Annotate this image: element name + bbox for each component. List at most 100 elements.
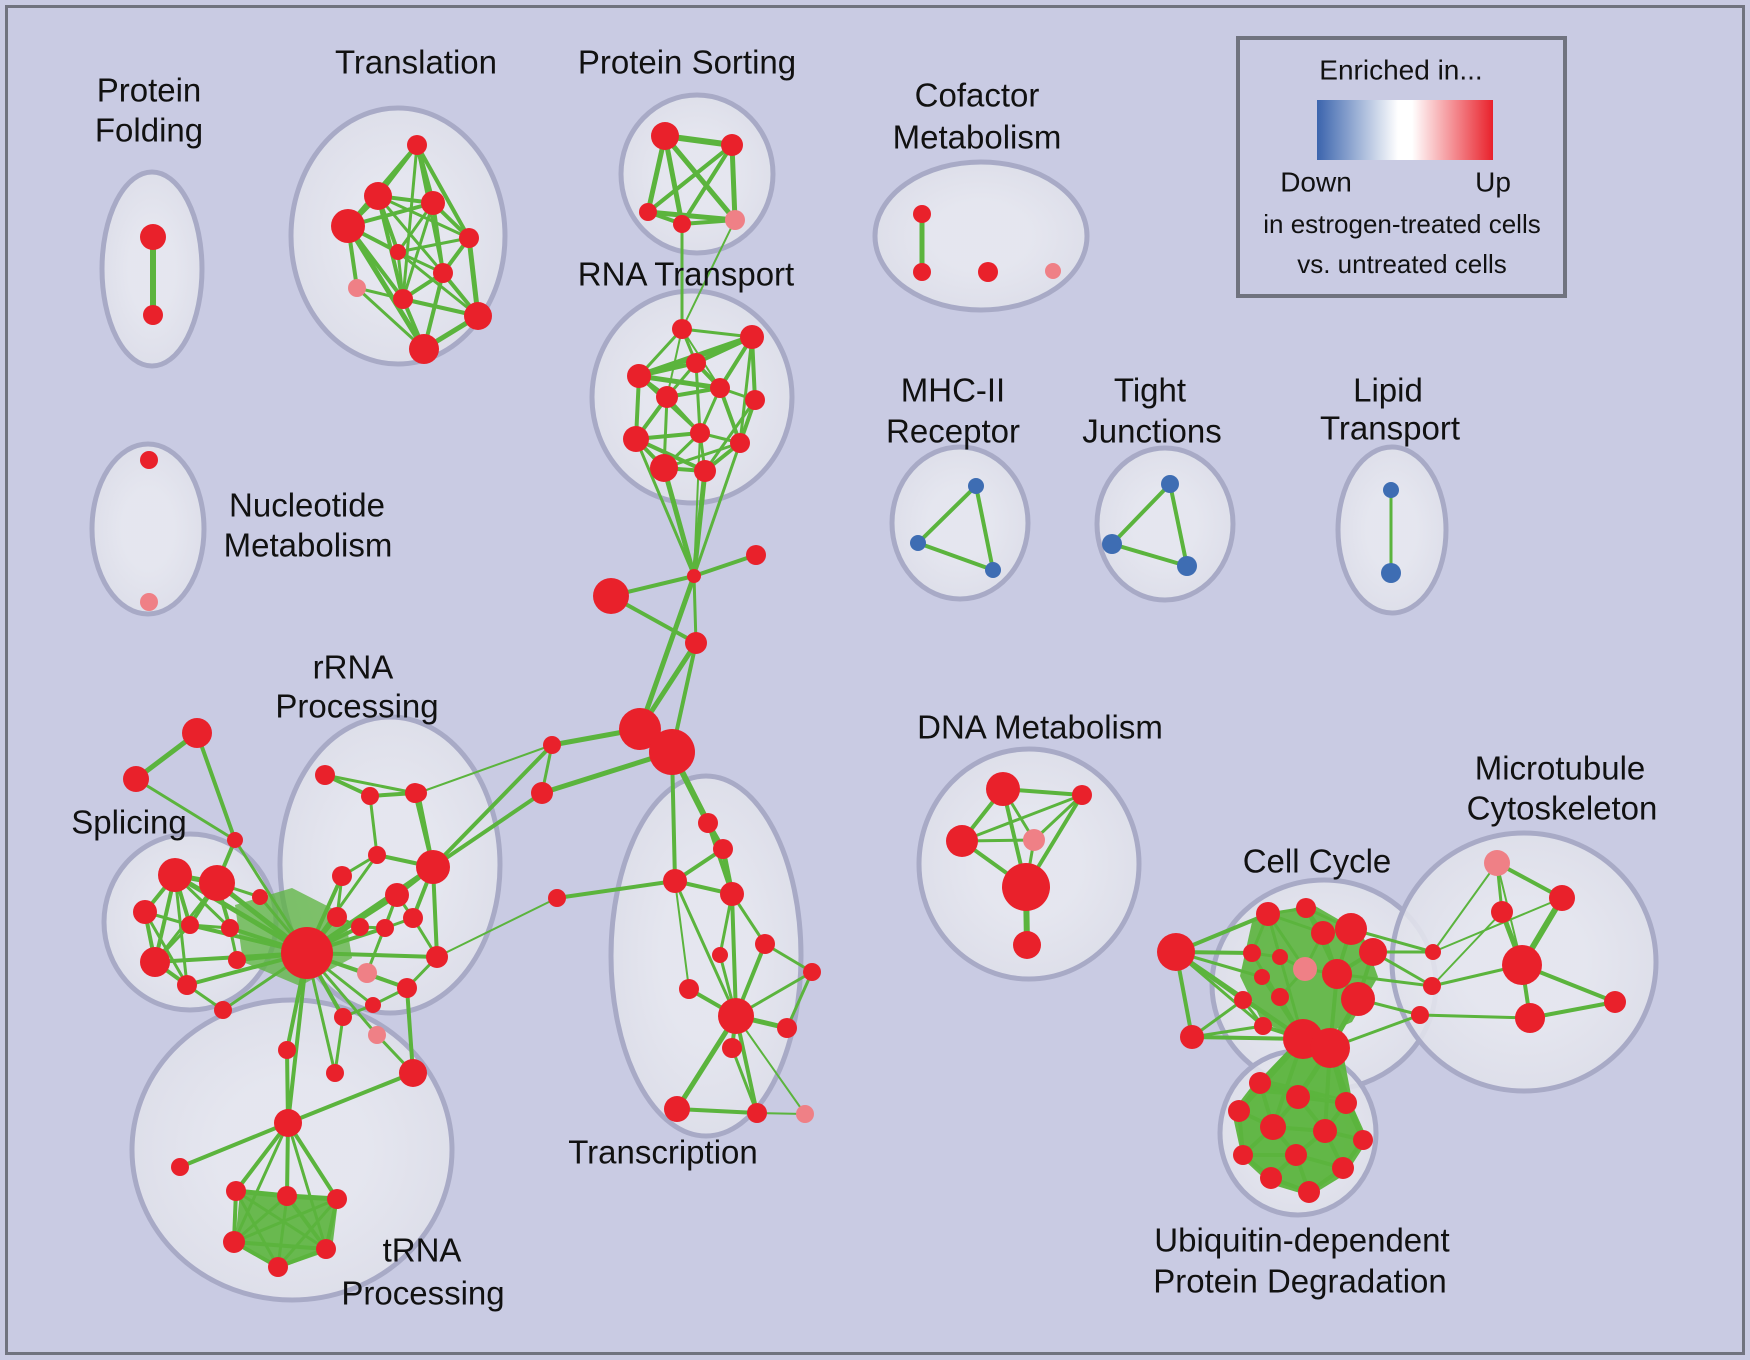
cluster-ubiquitin-dependent-protein-degradation-label: Ubiquitin-dependent (1154, 1222, 1449, 1259)
edge-ps2-ps3 (646, 143, 734, 214)
network-node-rr7 (385, 883, 409, 907)
network-node-conn3 (1411, 1006, 1429, 1024)
network-node-tri3 (227, 832, 243, 848)
cluster-cell-cycle-label: Cell Cycle (1243, 843, 1392, 880)
edge-tr5-tr6 (232, 1240, 328, 1251)
cluster-trna-processing-label: Processing (341, 1275, 504, 1312)
network-node-dm4 (1023, 829, 1045, 851)
network-node-hub1 (619, 708, 661, 750)
cluster-nucleotide-metabolism-ellipse (89, 441, 207, 617)
network-node-ub8 (1233, 1145, 1253, 1165)
network-node-sp4 (181, 916, 199, 934)
network-node-sp7 (177, 975, 197, 995)
network-node-tx11 (722, 1038, 742, 1058)
edge-t1-t9 (401, 143, 419, 301)
edge-mt3-conn2 (1431, 911, 1503, 987)
edge-tj1-tj2 (1110, 482, 1172, 546)
cluster-tight-junctions-label: Tight (1114, 372, 1186, 409)
edge-tr0-tr6 (286, 1121, 328, 1251)
cluster-tight-junctions-label: Junctions (1082, 413, 1221, 450)
figure-frame (5, 5, 1745, 1355)
network-node-tj1 (1161, 475, 1179, 493)
network-node-cc1 (1256, 902, 1280, 926)
network-node-sa (543, 736, 561, 754)
edge-ps1-ps4 (662, 133, 685, 227)
legend-box (1236, 36, 1567, 298)
network-node-sp3 (133, 900, 157, 924)
network-node-t4 (331, 209, 365, 243)
network-node-rr3 (405, 783, 425, 803)
edge-rr16-rr19 (333, 1015, 345, 1075)
network-node-sp8 (228, 951, 246, 969)
network-node-tr4 (327, 1189, 347, 1209)
network-node-mh1 (968, 478, 984, 494)
network-node-tx7 (712, 947, 728, 963)
network-node-tx1 (698, 813, 718, 833)
network-node-b1 (593, 578, 629, 614)
network-node-ub7 (1353, 1130, 1373, 1150)
edge-tx9-tx14 (735, 1015, 806, 1115)
network-node-rr9 (351, 918, 369, 936)
cluster-rrna-processing-label: Processing (275, 688, 438, 725)
edge-tr3-tr7 (276, 1194, 289, 1269)
network-node-mt4 (1502, 945, 1542, 985)
network-node-dm1 (986, 772, 1020, 806)
network-node-dm6 (1013, 931, 1041, 959)
edge-mh1-mh3 (974, 484, 995, 572)
network-node-rt3 (686, 353, 706, 373)
network-node-rt2 (740, 325, 764, 349)
network-node-ccL (1157, 933, 1195, 971)
network-node-rt1 (672, 319, 692, 339)
network-node-lt2 (1381, 563, 1401, 583)
network-node-t6 (390, 244, 406, 260)
network-node-cc4 (1335, 913, 1367, 945)
network-node-tx13 (747, 1103, 767, 1123)
cluster-tight-junctions-ellipse (1094, 445, 1236, 603)
network-node-cm2 (913, 263, 931, 281)
edge-ps2-ps5 (729, 142, 738, 223)
network-node-cc2 (1296, 898, 1316, 918)
edge-rt9-c1 (634, 437, 696, 578)
network-node-sp2 (199, 865, 235, 901)
network-node-sp10 (214, 1001, 232, 1019)
edge-mh1-mh2 (916, 484, 978, 545)
network-node-tri1 (182, 718, 212, 748)
edge-t1-t5 (415, 143, 471, 240)
legend-gradient-bar (1317, 100, 1493, 160)
legend-caption-line1: in estrogen-treated cells (1263, 209, 1540, 239)
network-node-tj3 (1177, 556, 1197, 576)
edge-sb-rr6 (431, 791, 544, 869)
edge-rt4-rt5 (636, 373, 723, 391)
edge-tr4-tr7 (276, 1197, 339, 1269)
legend-title: Enriched in... (1319, 55, 1482, 86)
legend: Enriched in... Down Up in estrogen-treat… (1236, 36, 1567, 298)
cluster-trna-processing-label: tRNA (383, 1232, 462, 1269)
network-node-conn2 (1423, 977, 1441, 995)
network-node-m1 (685, 632, 707, 654)
edge-tr2-tr7 (234, 1189, 280, 1269)
legend-caption-line2: vs. untreated cells (1297, 249, 1507, 279)
edge-rt12-c1 (691, 468, 708, 579)
cluster-ubiquitin-dependent-protein-degradation-label: Protein Degradation (1153, 1263, 1447, 1300)
network-node-tj2 (1102, 534, 1122, 554)
network-node-mh2 (910, 535, 926, 551)
network-node-rr6 (416, 850, 450, 884)
nodes-layer (123, 122, 1626, 1277)
cluster-cofactor-metabolism-label: Metabolism (893, 119, 1062, 156)
network-node-ps1 (651, 122, 679, 150)
network-node-tx8 (679, 979, 699, 999)
edge-tr2-tr6 (234, 1189, 328, 1251)
network-node-c2 (746, 545, 766, 565)
cluster-microtubule-cytoskeleton-label: Cytoskeleton (1467, 790, 1658, 827)
legend-up-label: Up (1475, 167, 1511, 198)
network-node-cc6 (1243, 944, 1261, 962)
edge-c1-hub1 (637, 573, 697, 732)
edge-ps5-rt1 (681, 219, 736, 330)
edge-rr18-tr0 (286, 1071, 415, 1125)
network-node-pf1 (140, 224, 166, 250)
edge-mt1-conn1 (1432, 862, 1498, 953)
network-node-rr15 (365, 997, 381, 1013)
network-node-rr17 (368, 1026, 386, 1044)
edge-tx3-tx5 (555, 879, 677, 900)
